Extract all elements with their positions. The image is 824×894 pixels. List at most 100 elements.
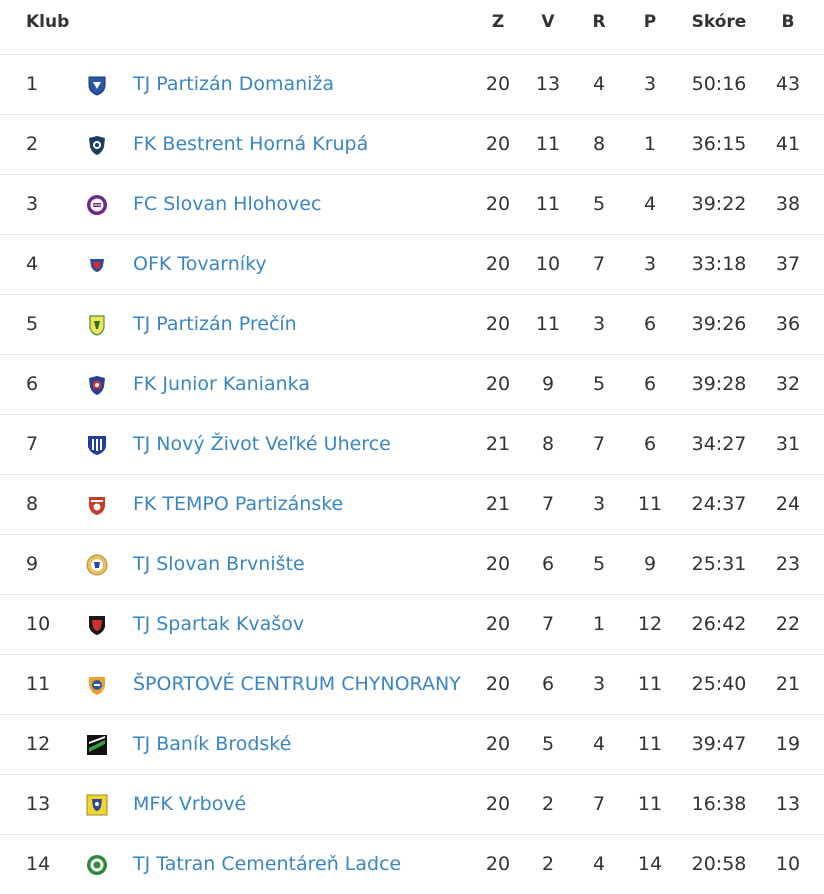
club-link[interactable]: FK Junior Kanianka xyxy=(133,373,310,395)
wins: 11 xyxy=(535,193,561,215)
wins: 6 xyxy=(541,673,555,695)
score: 25:40 xyxy=(691,673,747,695)
table-row: 12 TJ Baník Brodské 20 5 4 11 39:47 19 xyxy=(0,715,824,775)
draws: 8 xyxy=(592,133,606,155)
wins: 8 xyxy=(541,433,555,455)
losses: 11 xyxy=(637,673,663,695)
table-row: 10 TJ Spartak Kvašov 20 7 1 12 26:42 22 xyxy=(0,595,824,655)
score: 25:31 xyxy=(691,553,747,575)
rank: 5 xyxy=(26,313,39,335)
losses: 3 xyxy=(643,253,657,275)
losses: 11 xyxy=(637,733,663,755)
played: 20 xyxy=(485,73,511,95)
score: 20:58 xyxy=(691,853,747,875)
club-link[interactable]: TJ Baník Brodské xyxy=(133,733,292,755)
score: 26:42 xyxy=(691,613,747,635)
rank: 14 xyxy=(26,853,51,875)
header-klub: Klub xyxy=(26,12,70,32)
points: 43 xyxy=(775,73,801,95)
losses: 11 xyxy=(637,793,663,815)
played: 20 xyxy=(485,673,511,695)
draws: 4 xyxy=(592,73,606,95)
wins: 2 xyxy=(541,853,555,875)
header-p: P xyxy=(643,12,657,32)
score: 39:28 xyxy=(691,373,747,395)
score: 33:18 xyxy=(691,253,747,275)
rank: 11 xyxy=(26,673,51,695)
draws: 3 xyxy=(592,493,606,515)
wins: 9 xyxy=(541,373,555,395)
crest-red-blue-icon xyxy=(86,254,108,276)
rank: 2 xyxy=(26,133,39,155)
wins: 7 xyxy=(541,493,555,515)
rank: 8 xyxy=(26,493,39,515)
draws: 3 xyxy=(592,673,606,695)
crest-blue-icon xyxy=(86,74,108,96)
wins: 5 xyxy=(541,733,555,755)
crest-blue-red-icon xyxy=(86,374,108,396)
club-link[interactable]: TJ Nový Život Veľké Uherce xyxy=(133,433,391,455)
draws: 7 xyxy=(592,793,606,815)
rank: 12 xyxy=(26,733,51,755)
score: 36:15 xyxy=(691,133,747,155)
played: 20 xyxy=(485,553,511,575)
score: 24:37 xyxy=(691,493,747,515)
played: 21 xyxy=(485,493,511,515)
club-link[interactable]: TJ Partizán Prečín xyxy=(133,313,297,335)
draws: 5 xyxy=(592,193,606,215)
score: 39:26 xyxy=(691,313,747,335)
points: 24 xyxy=(775,493,801,515)
losses: 6 xyxy=(643,313,657,335)
losses: 12 xyxy=(637,613,663,635)
table-row: 14 TJ Tatran Cementáreň Ladce 20 2 4 14 … xyxy=(0,835,824,894)
draws: 5 xyxy=(592,373,606,395)
header-z: Z xyxy=(491,12,505,32)
table-row: 3 FC Slovan Hlohovec 20 11 5 4 39:22 38 xyxy=(0,175,824,235)
crest-yellow-blue-icon xyxy=(86,794,108,816)
score: 39:22 xyxy=(691,193,747,215)
crest-yellow-green-icon xyxy=(86,314,108,336)
rank: 6 xyxy=(26,373,39,395)
played: 20 xyxy=(485,853,511,875)
club-link[interactable]: TJ Partizán Domaniža xyxy=(133,73,335,95)
points: 38 xyxy=(775,193,801,215)
draws: 5 xyxy=(592,553,606,575)
rank: 3 xyxy=(26,193,39,215)
score: 16:38 xyxy=(691,793,747,815)
losses: 6 xyxy=(643,433,657,455)
played: 20 xyxy=(485,313,511,335)
wins: 13 xyxy=(535,73,561,95)
club-link[interactable]: FK TEMPO Partizánske xyxy=(133,493,344,515)
table-row: 5 TJ Partizán Prečín 20 11 3 6 39:26 36 xyxy=(0,295,824,355)
crest-blue-stripes-icon xyxy=(86,434,108,456)
draws: 1 xyxy=(592,613,606,635)
points: 10 xyxy=(775,853,801,875)
crest-green-circle-icon xyxy=(86,854,108,876)
crest-purple-circle-icon xyxy=(86,194,108,216)
table-row: 6 FK Junior Kanianka 20 9 5 6 39:28 32 xyxy=(0,355,824,415)
club-link[interactable]: TJ Tatran Cementáreň Ladce xyxy=(133,853,402,875)
club-link[interactable]: OFK Tovarníky xyxy=(133,253,267,275)
points: 21 xyxy=(775,673,801,695)
rank: 9 xyxy=(26,553,39,575)
played: 20 xyxy=(485,133,511,155)
losses: 3 xyxy=(643,73,657,95)
table-row: 11 ŠPORTOVÉ CENTRUM CHYNORANY 20 6 3 11 … xyxy=(0,655,824,715)
score: 39:47 xyxy=(691,733,747,755)
played: 20 xyxy=(485,253,511,275)
table-row: 8 FK TEMPO Partizánske 21 7 3 11 24:37 2… xyxy=(0,475,824,535)
header-r: R xyxy=(592,12,606,32)
club-link[interactable]: FC Slovan Hlohovec xyxy=(133,193,322,215)
wins: 10 xyxy=(535,253,561,275)
club-link[interactable]: TJ Spartak Kvašov xyxy=(133,613,305,635)
rank: 10 xyxy=(26,613,51,635)
points: 37 xyxy=(775,253,801,275)
club-link[interactable]: TJ Slovan Brvnište xyxy=(133,553,305,575)
table-row: 13 MFK Vrbové 20 2 7 11 16:38 13 xyxy=(0,775,824,835)
club-link[interactable]: FK Bestrent Horná Krupá xyxy=(133,133,369,155)
played: 20 xyxy=(485,733,511,755)
rank: 1 xyxy=(26,73,39,95)
club-link[interactable]: MFK Vrbové xyxy=(133,793,247,815)
club-link[interactable]: ŠPORTOVÉ CENTRUM CHYNORANY xyxy=(133,673,461,695)
